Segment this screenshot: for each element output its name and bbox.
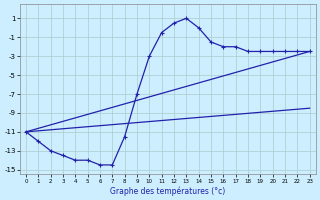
X-axis label: Graphe des températures (°c): Graphe des températures (°c) [110,186,226,196]
